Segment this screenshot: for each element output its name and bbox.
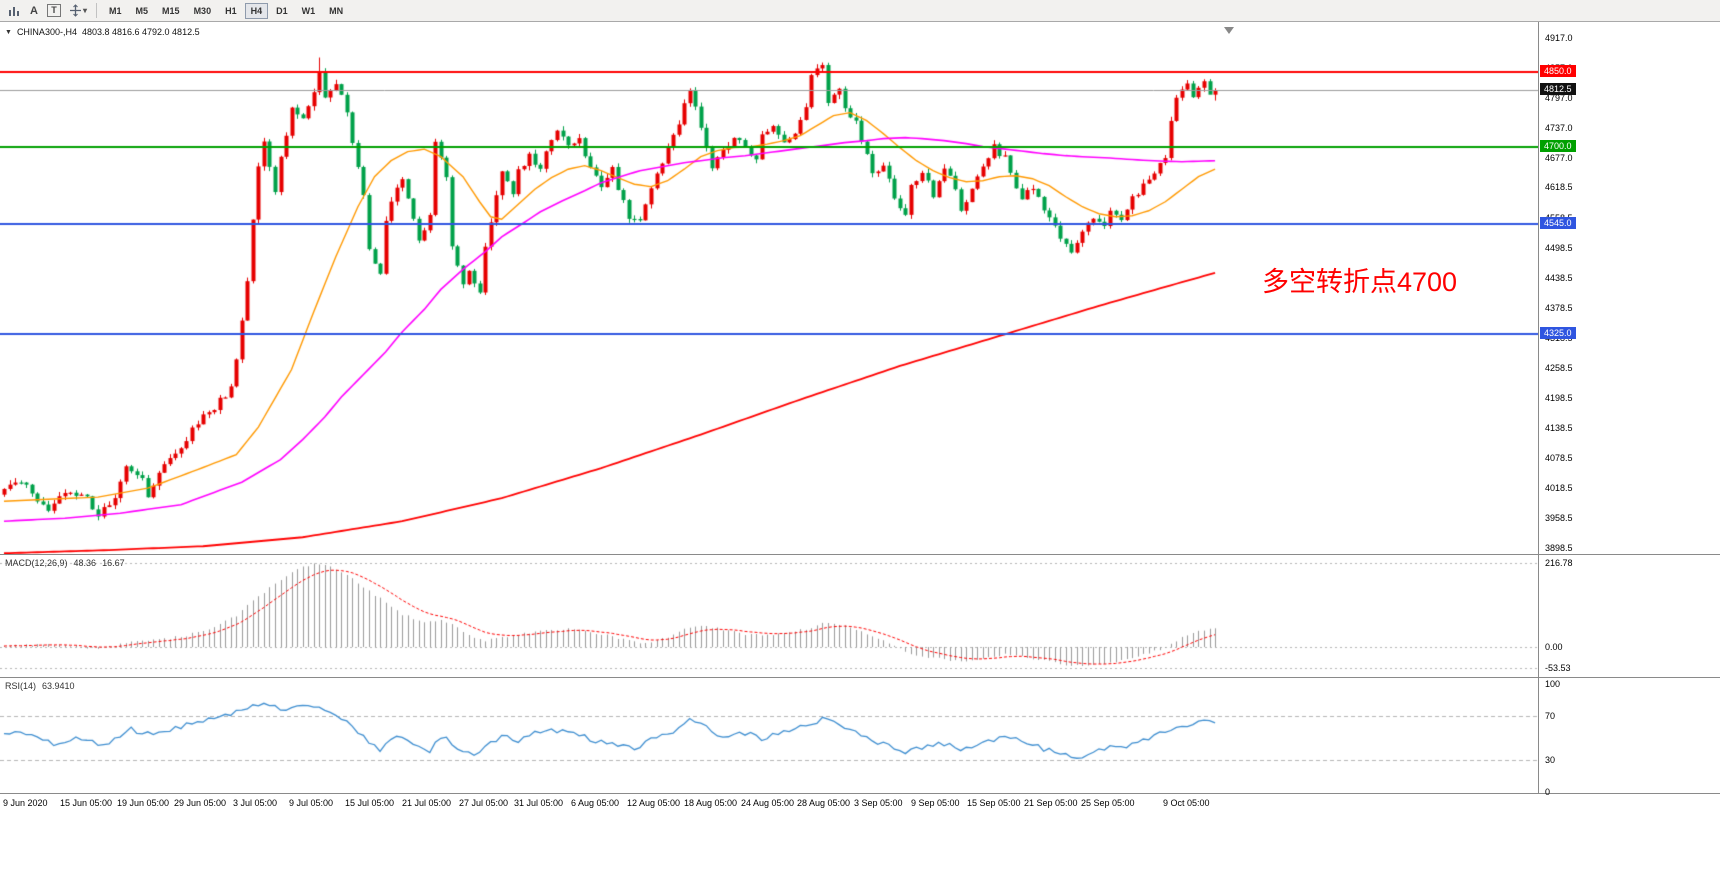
cursor-arrows-icon [70, 4, 81, 17]
price-axis-label: 4438.5 [1545, 272, 1573, 283]
time-axis-label: 12 Aug 05:00 [627, 798, 681, 808]
timeframe-m30-button[interactable]: M30 [188, 3, 218, 19]
cursor-arrows-button[interactable]: ▾ [65, 2, 91, 20]
price-axis-label: 4498.5 [1545, 242, 1573, 253]
time-axis-label: 15 Sep 05:00 [967, 798, 1021, 808]
time-axis-label: 25 Sep 05:00 [1081, 798, 1135, 808]
time-axis-label: 9 Oct 05:00 [1163, 798, 1210, 808]
macd-indicator-pane[interactable] [0, 554, 1538, 677]
price-axis-label: 3958.5 [1545, 512, 1573, 523]
time-axis-label: 15 Jun 05:00 [60, 798, 113, 808]
price-tag: 4325.0 [1540, 327, 1576, 340]
timeframe-m1-button[interactable]: M1 [103, 3, 128, 19]
price-axis-label: 4618.5 [1545, 182, 1573, 193]
timeframe-h1-button[interactable]: H1 [219, 3, 243, 19]
rsi-scale-label: 30 [1545, 754, 1556, 765]
macd-scale-label: 0.00 [1545, 642, 1563, 652]
symbol-dropdown-icon[interactable]: ▼ [5, 28, 12, 36]
rsi-scale-label: 100 [1545, 679, 1561, 689]
price-tag: 4850.0 [1540, 64, 1576, 77]
time-axis-label: 9 Jul 05:00 [289, 798, 334, 808]
rsi-name: RSI(14) [5, 681, 37, 691]
timeframe-w1-button[interactable]: W1 [296, 3, 322, 19]
toolbar: A T ▾ M1 M5 M15 M30 H1 H4 D1 W1 MN [0, 0, 1720, 22]
price-axis-label: 4737.0 [1545, 123, 1573, 134]
price-tag: 4812.5 [1540, 83, 1576, 96]
time-axis-label: 18 Aug 05:00 [684, 798, 738, 808]
time-axis-label: 21 Jul 05:00 [402, 798, 452, 808]
chart-annotation-text: 多空转折点4700 [1262, 267, 1458, 297]
time-axis-label: 28 Aug 05:00 [797, 798, 851, 808]
rsi-indicator-pane[interactable] [0, 677, 1538, 793]
rsi-scale-label: 0 [1545, 787, 1551, 797]
macd-main-value: 48.36 [73, 558, 97, 568]
price-axis-label: 4198.5 [1545, 392, 1573, 403]
time-axis-separator [0, 793, 1720, 794]
text-t-icon: T [47, 4, 61, 17]
timeframe-button-group: M1 M5 M15 M30 H1 H4 D1 W1 MN [102, 2, 350, 19]
price-tag: 4545.0 [1540, 217, 1576, 230]
time-axis-label: 24 Aug 05:00 [741, 798, 795, 808]
letter-a-icon: A [30, 4, 38, 17]
letter-a-button[interactable]: A [25, 2, 43, 20]
timeframe-m15-button[interactable]: M15 [156, 3, 186, 19]
symbol-ohlc-values: 4803.8 4816.6 4792.0 4812.5 [81, 27, 200, 37]
time-axis-label: 29 Jun 05:00 [174, 798, 227, 808]
macd-signal-value: 16.67 [102, 558, 125, 568]
rsi-label: RSI(14) 63.9410 [5, 681, 75, 691]
timeframe-d1-button[interactable]: D1 [270, 3, 294, 19]
price-axis-label: 4138.5 [1545, 422, 1573, 433]
bar-chart-icon-button[interactable] [3, 2, 25, 20]
time-axis-label: 3 Jul 05:00 [233, 798, 278, 808]
symbol-period-label: CHINA300-,H4 [16, 27, 77, 37]
time-axis-label: 21 Sep 05:00 [1024, 798, 1078, 808]
rsi-scale-label: 70 [1545, 711, 1556, 722]
price-axis-label: 4078.5 [1545, 452, 1573, 463]
macd-name: MACD(12,26,9) [5, 558, 68, 568]
bar-chart-icon [9, 6, 19, 16]
toolbar-separator [96, 3, 98, 18]
timeframe-h4-button[interactable]: H4 [244, 2, 269, 19]
symbol-info: ▼ CHINA300-,H4 4803.8 4816.6 4792.0 4812… [5, 27, 200, 37]
text-t-button[interactable]: T [43, 2, 65, 20]
time-axis-label: 31 Jul 05:00 [514, 798, 564, 808]
time-axis[interactable]: 9 Jun 2020 15 Jun 05:00 19 Jun 05:00 29 Jun… [0, 794, 1720, 814]
time-axis-label: 9 Sep 05:00 [911, 798, 960, 808]
price-axis-label: 4677.0 [1545, 153, 1573, 164]
price-axis-separator [1538, 22, 1539, 793]
price-axis-label: 4797.0 [1545, 93, 1573, 104]
price-axis-label: 4018.5 [1545, 482, 1573, 493]
time-axis-label: 9 Jun 2020 [3, 798, 48, 808]
main-chart-pane[interactable] [0, 22, 1538, 554]
pane-separator[interactable] [0, 554, 1720, 555]
time-axis-label: 3 Sep 05:00 [854, 798, 903, 808]
macd-scale-label: -53.53 [1545, 662, 1571, 673]
price-axis-label: 4917.0 [1545, 33, 1573, 43]
timeframe-mn-button[interactable]: MN [323, 3, 349, 19]
time-axis-label: 15 Jul 05:00 [345, 798, 395, 808]
price-axis-label: 3898.5 [1545, 543, 1573, 553]
price-axis-label: 4258.5 [1545, 362, 1573, 373]
price-tag: 4700.0 [1540, 139, 1576, 152]
time-axis-label: 27 Jul 05:00 [459, 798, 509, 808]
macd-scale-label: 216.78 [1545, 558, 1573, 569]
time-axis-label: 19 Jun 05:00 [117, 798, 170, 808]
rsi-value: 63.9410 [42, 681, 75, 691]
dropdown-caret-icon: ▾ [83, 6, 88, 15]
chart-shift-marker[interactable] [1224, 27, 1234, 34]
time-axis-label: 6 Aug 05:00 [571, 798, 620, 808]
pane-separator[interactable] [0, 677, 1720, 678]
macd-label: MACD(12,26,9) 48.36 16.67 [5, 558, 125, 568]
timeframe-m5-button[interactable]: M5 [130, 3, 155, 19]
price-axis[interactable]: 4917.04857.04797.04737.04677.04618.54558… [1539, 22, 1720, 797]
price-axis-label: 4378.5 [1545, 302, 1573, 313]
